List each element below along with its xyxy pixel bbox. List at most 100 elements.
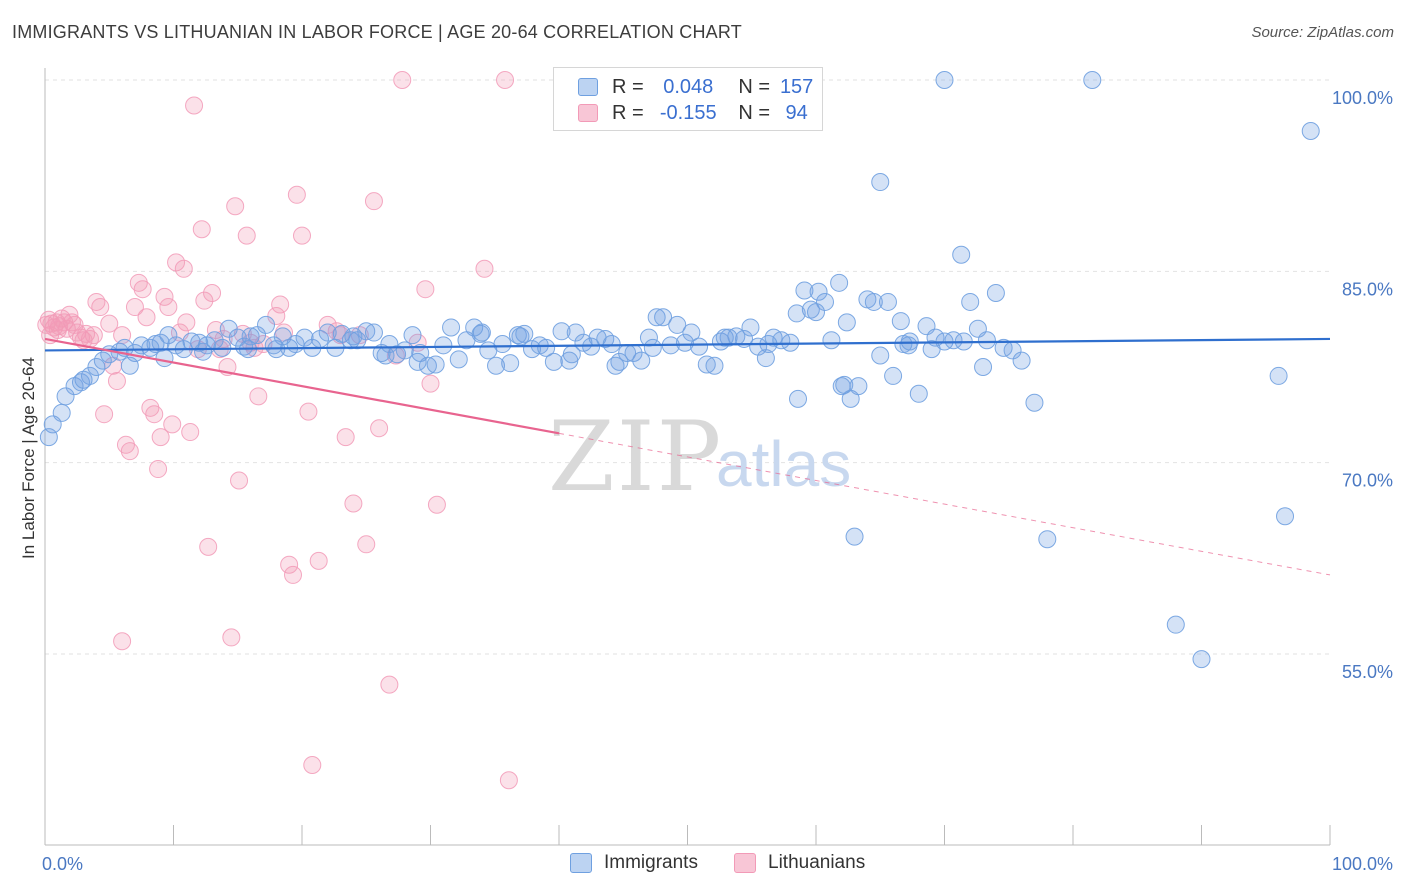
lithuanians-point [62,313,81,332]
lithuanians-point [199,537,218,556]
immigrants-point [815,292,834,311]
lithuanians-point [125,298,144,317]
immigrants-point [690,337,709,356]
immigrants-point [845,527,864,546]
immigrants-point [74,370,93,389]
immigrants-point [837,313,856,332]
immigrants-point [643,338,662,357]
lithuanians-point [113,632,132,651]
lithuanians-point [95,405,114,424]
y-axis-title: In Labor Force | Age 20-64 [19,357,38,559]
immigrants-point [295,328,314,347]
immigrants-point [715,328,734,347]
immigrants-point [552,322,571,341]
immigrants-point [87,358,106,376]
immigrants-point [318,323,337,342]
immigrants-point [159,326,178,345]
lithuanians-point [280,555,299,574]
lithuanians-points [37,71,518,790]
lithuanians-point [416,280,435,299]
lithuanians-point [364,192,383,211]
lithuanians-point [284,565,303,584]
y-tick-label: 70.0% [1342,471,1393,491]
lithuanians-point [174,259,193,278]
immigrants-point [501,354,520,373]
lithuanians-point [137,308,156,327]
immigrants-point [544,352,563,371]
immigrants-point [891,312,910,331]
immigrants-point [493,335,512,354]
immigrants-point [961,292,980,311]
immigrants-point [756,349,775,368]
lithuanians-point [293,226,311,245]
immigrants-point [537,338,556,357]
lithuanians-point [249,387,268,406]
lithuanians-point [91,298,110,317]
immigrants-point [909,384,928,403]
lithuanians-point [380,675,399,694]
immigrants-point [442,318,461,337]
immigrants-point [697,355,716,374]
source-label: Source: ZipAtlas.com [1251,24,1394,41]
lithuanians-point [393,71,412,89]
grid-lines [45,79,1330,655]
immigrants-point [849,377,868,396]
immigrants-point [830,273,849,292]
immigrants-point [1166,615,1185,634]
lithuanians-point [499,771,518,790]
immigrants-point [822,331,841,350]
immigrants-point [922,340,941,359]
r-label: R = [612,75,644,98]
x-tick-label: 0.0% [42,854,83,874]
lithuanians-point [309,551,328,570]
y-tick-label: 85.0% [1342,279,1393,299]
immigrants-point [952,245,971,264]
lithuanians-point [163,415,182,434]
lithuanians-point [120,442,139,461]
chart-title: IMMIGRANTS VS LITHUANIAN IN LABOR FORCE … [12,22,742,42]
immigrants-point [1025,393,1044,412]
immigrants-point [705,356,724,375]
immigrants-point [864,292,883,311]
lithuanians-point [344,494,363,513]
immigrants-point [194,342,213,361]
lithuanians-point [357,535,376,554]
immigrants-point [809,282,828,301]
immigrants-legend-swatch [570,853,592,873]
lithuanians-point [192,220,211,239]
immigrants-point [426,355,445,374]
lithuanians-point [177,313,196,332]
x-tick-label: 100.0% [1332,854,1393,874]
immigrants-point [974,358,993,376]
immigrants-point [894,335,913,354]
immigrants-point [449,350,468,369]
legend-row-immigrants: R = 0.048 N = 157 [578,74,818,100]
y-tick-label: 100.0% [1332,88,1393,108]
legend-item-lithuanians: Lithuanians [734,852,865,874]
immigrants-point [639,328,658,347]
immigrants-point [71,373,90,392]
immigrants-point [120,356,139,375]
immigrants-point [487,356,506,375]
immigrants-point [878,292,897,311]
immigrants-point [835,375,854,394]
lithuanians-point [203,284,222,303]
immigrants-point [332,324,351,343]
legend-item-immigrants: Immigrants [570,852,698,874]
immigrants-point [801,300,820,319]
lithuanians-point [214,329,233,348]
r-value: -0.155 [659,101,717,124]
lithuanians-point [195,291,214,310]
watermark-atlas: atlas [716,428,851,500]
immigrants-swatch [578,78,598,96]
immigrants-point [1083,71,1102,89]
immigrants-point [1192,650,1211,669]
immigrants-point [403,326,422,345]
immigrants-point [364,323,383,342]
lithuanians-point [271,295,290,314]
immigrants-point [986,284,1005,303]
lithuanians-point [427,495,446,514]
legend-label: Immigrants [604,852,698,873]
immigrants-point [228,328,247,347]
lithuanians-point [159,298,178,317]
